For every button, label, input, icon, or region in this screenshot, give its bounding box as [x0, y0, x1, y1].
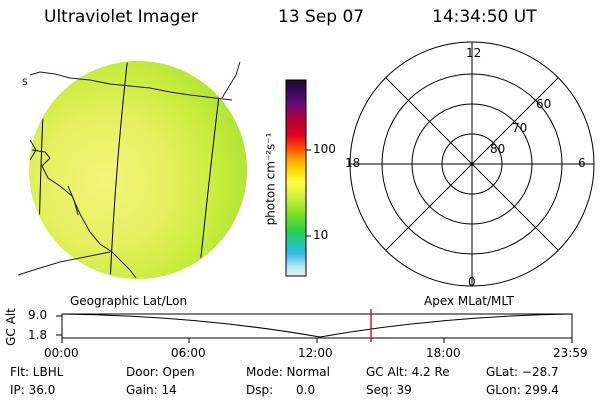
- lat-label-60: 60: [536, 97, 552, 111]
- lat-label-70: 70: [512, 121, 528, 135]
- uv-image: S: [17, 61, 247, 279]
- lat-label-80: 80: [490, 142, 506, 156]
- timeline-x-tick-0600: 06:00: [171, 346, 206, 360]
- mlt-label-12: 12: [466, 46, 482, 60]
- status-glat: GLat: −28.7: [486, 365, 559, 379]
- time-label: 14:34:50 UT: [432, 7, 537, 27]
- apex-caption: Apex MLat/MLT: [424, 294, 514, 308]
- timeline-frame: [61, 313, 573, 339]
- mlt-label-18: 18: [345, 156, 361, 170]
- timeline-ticks: [56, 315, 573, 343]
- mlt-label-0: 0: [468, 275, 476, 289]
- colorbar-label-100: 100: [313, 142, 336, 156]
- status-gc-alt: GC Alt: 4.2 Re: [366, 365, 450, 379]
- timeline-y-tick-low: 1.8: [28, 328, 48, 342]
- status-door: Door: Open: [126, 365, 195, 379]
- timeline-x-tick-2359: 23:59: [553, 346, 588, 360]
- status-filter: Flt: LBHL: [10, 365, 64, 379]
- status-seq: Seq: 39: [366, 383, 412, 397]
- status-gain: Gain: 14: [126, 383, 177, 397]
- geographic-caption: Geographic Lat/Lon: [70, 294, 188, 308]
- timeline-x-tick-1200: 12:00: [298, 346, 333, 360]
- timeline-y-tick-high: 9.0: [28, 308, 48, 322]
- altitude-curve: [61, 313, 573, 338]
- mlt-label-6: 6: [578, 156, 586, 170]
- instrument-title: Ultraviolet Imager: [44, 7, 198, 27]
- status-dsp: Dsp: 0.0: [246, 383, 316, 397]
- disc-corner-label: S: [22, 78, 28, 88]
- coastlines: [17, 61, 241, 279]
- colorbar: [285, 79, 307, 277]
- colorbar-unit-label: photon cm⁻²s⁻¹: [263, 132, 278, 226]
- status-ip: IP: 36.0: [10, 383, 56, 397]
- status-mode: Mode: Normal: [246, 365, 330, 379]
- timeline-x-tick-1800: 18:00: [426, 346, 461, 360]
- timeline-x-tick-0000: 00:00: [44, 346, 79, 360]
- timeline-y-axis-label: GC Alt: [3, 308, 18, 346]
- status-glon: GLon: 299.4: [486, 383, 559, 397]
- date-label: 13 Sep 07: [278, 7, 365, 27]
- polar-grid: [349, 41, 595, 287]
- colorbar-label-10: 10: [313, 228, 329, 242]
- uv-disc: [29, 61, 247, 279]
